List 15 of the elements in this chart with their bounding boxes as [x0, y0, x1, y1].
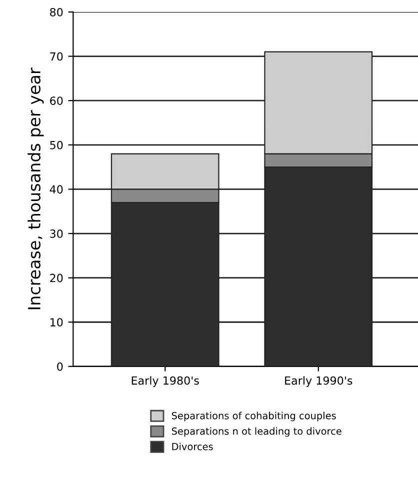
y-tick-label: 80: [50, 8, 63, 16]
legend-label: Separations n ot leading to divorce: [172, 427, 342, 437]
y-tick-label: 50: [50, 140, 63, 150]
legend-label: Divorces: [172, 442, 213, 450]
x-tick-label: Early 1990's: [285, 376, 352, 387]
y-tick-label: 40: [50, 185, 63, 194]
y-tick-label: 60: [50, 96, 63, 105]
legend-label: Separations of cohabiting couples: [172, 412, 336, 422]
y-tick-label: 30: [50, 229, 63, 238]
y-axis-title: Increase, thousands per year: [28, 68, 44, 310]
y-tick-label: 70: [50, 52, 63, 61]
y-tick-label: 10: [50, 318, 63, 327]
x-tick-label: Early 1980's: [132, 376, 199, 387]
y-tick-label: 0: [57, 362, 63, 371]
y-tick-label: 20: [50, 274, 63, 282]
